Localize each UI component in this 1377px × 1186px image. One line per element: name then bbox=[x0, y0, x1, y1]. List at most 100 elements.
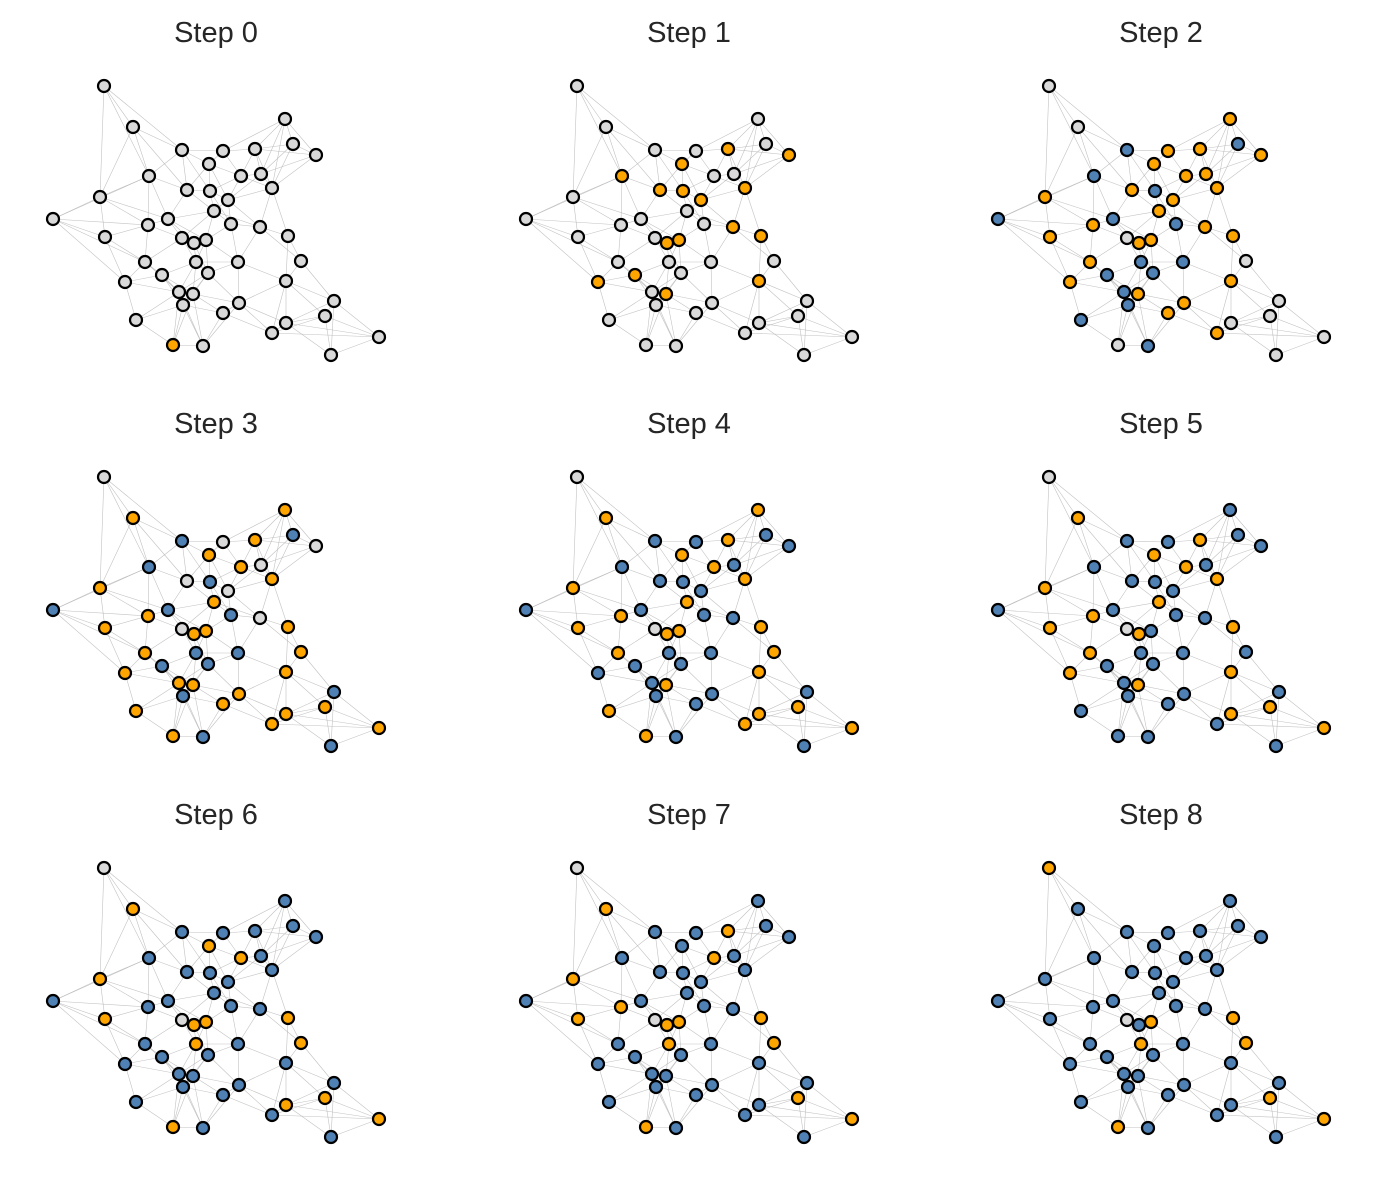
graph-node-gray bbox=[220, 192, 236, 208]
graph-node-blue bbox=[1160, 696, 1176, 712]
graph-edge bbox=[997, 609, 1071, 674]
graph-node-blue bbox=[1130, 1068, 1146, 1084]
graph-edge bbox=[271, 936, 317, 971]
graph-node-gray bbox=[280, 228, 296, 244]
graph-node-orange bbox=[658, 286, 674, 302]
graph-edge bbox=[99, 517, 134, 589]
graph-node-gray bbox=[673, 265, 689, 281]
graph-edge bbox=[1117, 684, 1139, 737]
graph-node-orange bbox=[610, 645, 626, 661]
graph-node-blue bbox=[688, 534, 704, 550]
graph-edge bbox=[576, 867, 656, 933]
graph-edge bbox=[103, 476, 150, 568]
graph-edge bbox=[1182, 1043, 1232, 1064]
graph-node-orange bbox=[751, 273, 767, 289]
graph-edge bbox=[147, 957, 150, 1008]
graph-edge bbox=[758, 691, 808, 715]
graph-edge bbox=[597, 1063, 653, 1075]
graph-node-orange bbox=[1082, 254, 1098, 270]
graph-node-blue bbox=[117, 1056, 133, 1072]
graph-edge bbox=[135, 695, 184, 712]
graph-node-blue bbox=[137, 1036, 153, 1052]
graph-node-orange bbox=[171, 675, 187, 691]
graph-node-blue bbox=[1268, 738, 1284, 754]
graph-edge bbox=[1230, 1104, 1277, 1138]
graph-edge bbox=[271, 706, 326, 725]
graph-node-gray bbox=[569, 469, 585, 485]
graph-node-gray bbox=[750, 111, 766, 127]
graph-node-orange bbox=[766, 644, 782, 660]
graph-edge bbox=[621, 566, 642, 611]
graph-node-gray bbox=[644, 284, 660, 300]
graph-edge bbox=[525, 1000, 622, 1008]
graph-edge bbox=[132, 908, 150, 959]
graph-edge bbox=[806, 1082, 853, 1120]
graph-node-blue bbox=[160, 602, 176, 618]
graph-edge bbox=[525, 609, 599, 674]
graph-edge bbox=[700, 578, 746, 592]
graph-edge bbox=[324, 315, 380, 338]
graph-edge bbox=[259, 226, 302, 262]
graph-node-gray bbox=[96, 469, 112, 485]
graph-node-blue bbox=[1160, 534, 1176, 550]
graph-edge bbox=[1245, 1042, 1280, 1084]
graph-node-gray bbox=[179, 182, 195, 198]
graph-edge bbox=[330, 1118, 380, 1138]
graph-edge bbox=[1077, 517, 1128, 542]
graph-edge bbox=[1183, 302, 1232, 324]
graph-node-gray bbox=[201, 156, 217, 172]
graph-node-blue bbox=[160, 993, 176, 1009]
graph-node-blue bbox=[661, 645, 677, 661]
graph-node-orange bbox=[614, 168, 630, 184]
graph-edge bbox=[1167, 312, 1218, 334]
graph-node-blue bbox=[285, 527, 301, 543]
graph-node-blue bbox=[185, 1068, 201, 1084]
graph-edge bbox=[135, 1101, 174, 1128]
graph-edge bbox=[1049, 224, 1094, 238]
graph-edge bbox=[124, 1063, 180, 1075]
graph-edge bbox=[1167, 703, 1218, 725]
graph-node-orange bbox=[371, 1111, 387, 1127]
graph-edge bbox=[237, 261, 287, 282]
graph-edge bbox=[1044, 978, 1094, 1008]
graph-edge bbox=[758, 1104, 805, 1138]
graph-edge bbox=[744, 925, 767, 971]
graph-edge bbox=[1216, 1062, 1232, 1116]
graph-node-gray bbox=[264, 180, 280, 196]
graph-node-blue bbox=[1119, 142, 1135, 158]
graph-node-blue bbox=[154, 658, 170, 674]
graph-edge bbox=[744, 936, 790, 971]
panel-step-4: Step 4 bbox=[518, 408, 860, 754]
graph-node-blue bbox=[1165, 974, 1181, 990]
graph-edge bbox=[1230, 280, 1280, 302]
graph-edge bbox=[732, 617, 775, 653]
graph-edge bbox=[285, 713, 332, 747]
graph-node-orange bbox=[565, 580, 581, 596]
graph-node-blue bbox=[1042, 1011, 1058, 1027]
graph-edge bbox=[52, 1000, 106, 1020]
graph-edge bbox=[675, 1084, 713, 1129]
graph-edge bbox=[1269, 315, 1325, 338]
graph-node-blue bbox=[703, 1036, 719, 1052]
graph-edge bbox=[797, 1097, 853, 1120]
graph-node-blue bbox=[202, 574, 218, 590]
graph-node-blue bbox=[668, 1120, 684, 1136]
graph-edge bbox=[135, 291, 180, 321]
graph-edge bbox=[675, 693, 713, 738]
graph-edge bbox=[744, 154, 790, 189]
graph-edge bbox=[577, 627, 599, 674]
graph-node-blue bbox=[1073, 312, 1089, 328]
graph-node-gray bbox=[703, 254, 719, 270]
graph-node-gray bbox=[766, 253, 782, 269]
graph-node-blue bbox=[1168, 607, 1184, 623]
graph-edge bbox=[758, 1062, 808, 1084]
graph-node-blue bbox=[1253, 538, 1269, 554]
graph-node-blue bbox=[1168, 216, 1184, 232]
graph-edge bbox=[1182, 652, 1232, 673]
graph-node-blue bbox=[990, 602, 1006, 618]
graph-edge bbox=[577, 627, 619, 654]
graph-edge bbox=[744, 706, 799, 725]
graph-edge bbox=[104, 1018, 126, 1065]
graph-edge bbox=[732, 1008, 775, 1044]
graph-node-orange bbox=[1131, 626, 1147, 642]
